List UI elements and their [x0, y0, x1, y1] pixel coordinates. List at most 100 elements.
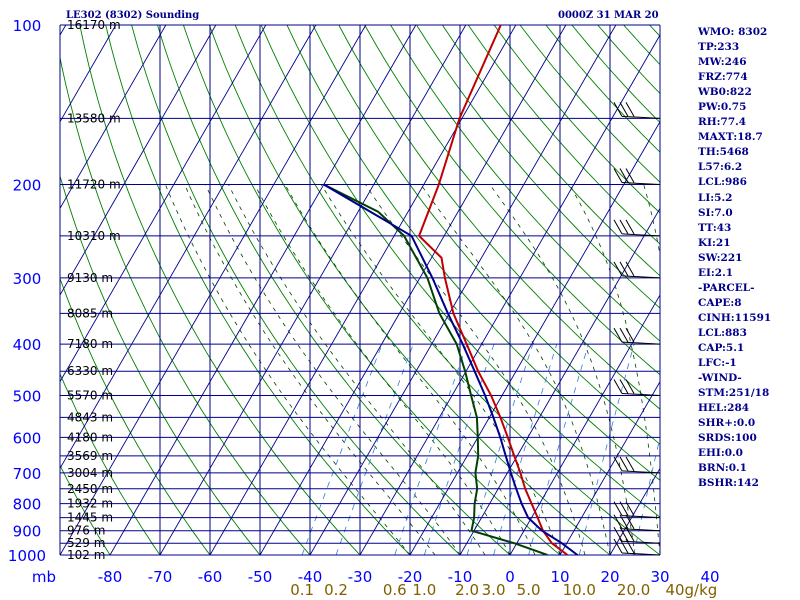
- height-label: 1445 m: [67, 511, 113, 525]
- temperature-tick-label: -60: [198, 568, 223, 586]
- sounding-index: RH:77.4: [698, 116, 747, 129]
- pressure-label: 800: [13, 496, 42, 514]
- temperature-tick-label: -70: [148, 568, 173, 586]
- parcel-trace: [323, 183, 579, 555]
- dry-adiabat-line: [234, 25, 660, 555]
- wind-barb-feather: [625, 327, 635, 343]
- temperature-tick-label: 20: [600, 568, 619, 586]
- pressure-label: 400: [13, 336, 42, 354]
- dry-adiabat-line: [364, 25, 660, 376]
- wind-barb: [613, 219, 661, 237]
- wind-barb: [613, 327, 661, 345]
- wind-barb-feather: [619, 456, 629, 472]
- dry-adiabat-line: [60, 174, 261, 555]
- sounding-index: CAPE:8: [698, 296, 742, 309]
- wind-barb-staff: [621, 182, 661, 186]
- moist-adiabat-line: [184, 184, 436, 555]
- plot-frame: [59, 25, 661, 555]
- mixing-ratio-label: 0.1: [290, 581, 314, 599]
- wind-barb-feather: [619, 514, 629, 529]
- wind-barb: [613, 168, 661, 186]
- sounding-index: STM:251/18: [698, 387, 770, 400]
- wind-barb-feather: [619, 168, 629, 183]
- sounding-index: CINH:11591: [698, 311, 772, 324]
- wind-barb-feather: [613, 168, 623, 183]
- height-label: 5570 m: [67, 388, 113, 402]
- wind-barb-staff: [621, 528, 661, 532]
- temperature-tick-label: 0: [505, 568, 515, 586]
- isotherm-line: [459, 207, 660, 555]
- sounding-index: TT:43: [698, 221, 732, 234]
- mixing-ratio-label: 3.0: [482, 581, 506, 599]
- wind-barb-feather: [613, 327, 623, 343]
- sounding-index: SI:7.0: [698, 206, 733, 219]
- sounding-index: -WIND-: [698, 372, 742, 385]
- moist-adiabat-line: [320, 184, 561, 555]
- isotherm-line: [109, 25, 417, 555]
- sounding-index: TP:233: [698, 41, 740, 54]
- wind-barb-feather: [619, 261, 629, 277]
- wind-barb: [613, 501, 661, 519]
- wind-barb-feather: [625, 456, 635, 472]
- sounding-index: CAP:5.1: [698, 341, 745, 354]
- wind-barb-feather: [613, 219, 623, 235]
- isotherm-line: [60, 25, 267, 383]
- wind-barb-staff: [621, 341, 661, 345]
- isotherm-line: [60, 25, 117, 123]
- wind-barb-feather: [619, 219, 629, 235]
- wind-barb-staff: [621, 470, 661, 474]
- wind-barb-staff: [621, 115, 661, 119]
- dry-adiabat-line: [60, 55, 311, 555]
- mixing-ratio-label: 20.0: [617, 581, 650, 599]
- sounding-traces: [323, 25, 579, 555]
- sounding-index: TH:5468: [698, 146, 749, 159]
- dry-adiabat-line: [60, 464, 111, 555]
- sounding-index: MW:246: [698, 56, 747, 69]
- sounding-index: BSHR:142: [698, 477, 759, 490]
- moist-adiabat-line: [489, 184, 636, 555]
- wind-barb-feather: [619, 327, 629, 343]
- isotherm-line: [60, 25, 167, 210]
- temperature-tick-label: -40: [298, 568, 323, 586]
- isotherm-line: [60, 25, 317, 470]
- pressure-label: 900: [13, 523, 42, 541]
- height-label: 4843 m: [67, 410, 113, 424]
- mixing-ratio-line: [528, 343, 589, 555]
- wind-barb-feather: [613, 501, 623, 516]
- isotherm-line: [559, 380, 660, 555]
- height-label: 8085 m: [67, 306, 113, 320]
- mixing-ratio-line: [335, 343, 414, 555]
- temperature-trace: [417, 25, 569, 555]
- wind-barb-feather: [613, 102, 623, 117]
- wind-barb: [613, 261, 661, 279]
- wind-barb-staff: [621, 515, 661, 519]
- wind-barb-feather: [625, 514, 635, 529]
- wind-barb-feather: [619, 379, 629, 394]
- moist-adiabat-line: [643, 184, 660, 257]
- wind-barb: [613, 379, 661, 396]
- wind-barb-feather: [625, 261, 635, 277]
- moist-adiabats: [165, 184, 660, 555]
- dry-adiabat-line: [79, 25, 361, 555]
- sounding-index: L57:6.2: [698, 161, 743, 174]
- wind-barb-staff: [621, 233, 661, 237]
- wind-barb-feather: [625, 379, 635, 394]
- mixing-ratio-line: [424, 343, 495, 555]
- isotherm-line: [60, 25, 367, 555]
- height-label: 10310 m: [67, 229, 121, 243]
- temperature-tick-label: -10: [448, 568, 473, 586]
- dry-adiabat-line: [131, 25, 461, 555]
- temperature-tick-label: -80: [98, 568, 123, 586]
- sounding-index: PW:0.75: [698, 101, 747, 114]
- mixing-ratio-line: [633, 436, 660, 555]
- dry-adiabat-line: [157, 25, 511, 555]
- mixing-ratio-line: [394, 343, 468, 555]
- height-label: 102 m: [67, 548, 105, 562]
- chart-title: LE302 (8302) Sounding: [66, 10, 200, 21]
- height-label: 13580 m: [67, 111, 121, 125]
- sounding-index: BRN:0.1: [698, 462, 747, 475]
- sounding-index: MAXT:18.7: [698, 131, 763, 144]
- wind-barb: [613, 514, 661, 532]
- wind-barb-feather: [625, 102, 635, 117]
